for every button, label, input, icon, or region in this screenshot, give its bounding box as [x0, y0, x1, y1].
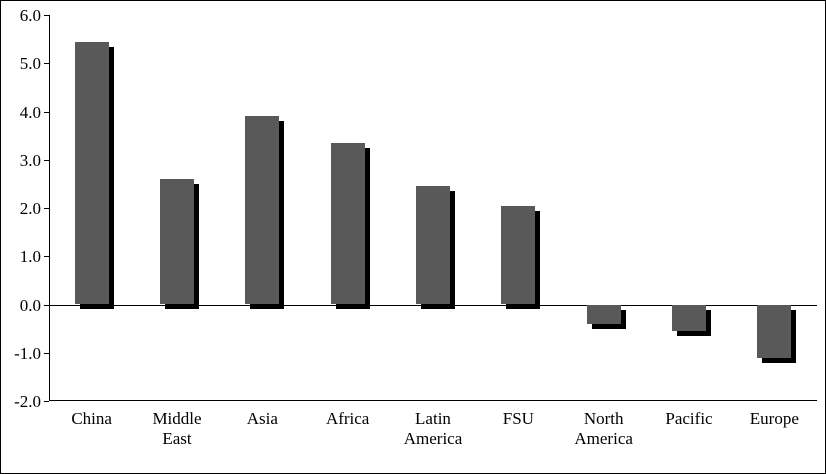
x-category-label: FSU [502, 409, 534, 428]
y-tick-mark [44, 159, 49, 161]
x-category-label: Middle East [152, 409, 202, 448]
x-category-label: North America [574, 409, 633, 448]
y-tick-label: 0.0 [19, 295, 41, 315]
bar-africa [331, 142, 365, 305]
y-tick-mark [44, 256, 49, 258]
bar-latin-america [416, 186, 450, 305]
x-category-label: China [71, 409, 112, 428]
y-tick-mark [44, 208, 49, 209]
y-tick-mark [44, 63, 49, 65]
plot-area [49, 15, 817, 401]
y-tick-label: 6.0 [19, 6, 41, 25]
y-tick-mark [44, 111, 49, 113]
y-tick-mark [44, 304, 49, 306]
y-tick-label: -2.0 [14, 392, 41, 411]
bar-china [75, 41, 109, 305]
y-tick-mark [44, 401, 49, 402]
bar-europe [757, 304, 791, 358]
bar-asia [245, 116, 279, 305]
x-category-label: Asia [246, 409, 278, 428]
y-tick-label: -1.0 [14, 343, 41, 363]
y-tick-label: 3.0 [19, 150, 41, 170]
x-category-label: Europe [749, 409, 799, 428]
x-category-label: Africa [325, 409, 370, 428]
y-tick-label: 2.0 [19, 199, 41, 218]
bar-fsu [501, 205, 535, 305]
bar-north-america [587, 304, 621, 324]
x-category-label: Pacific [665, 409, 713, 428]
y-tick-label: 1.0 [19, 247, 41, 267]
bar-middle-east [160, 179, 194, 305]
y-tick-mark [44, 352, 49, 354]
y-tick-mark [44, 15, 49, 16]
x-category-label: Latin America [403, 409, 463, 448]
bar-pacific [672, 304, 706, 332]
y-tick-label: 5.0 [19, 54, 41, 74]
y-tick-label: 4.0 [19, 102, 41, 122]
